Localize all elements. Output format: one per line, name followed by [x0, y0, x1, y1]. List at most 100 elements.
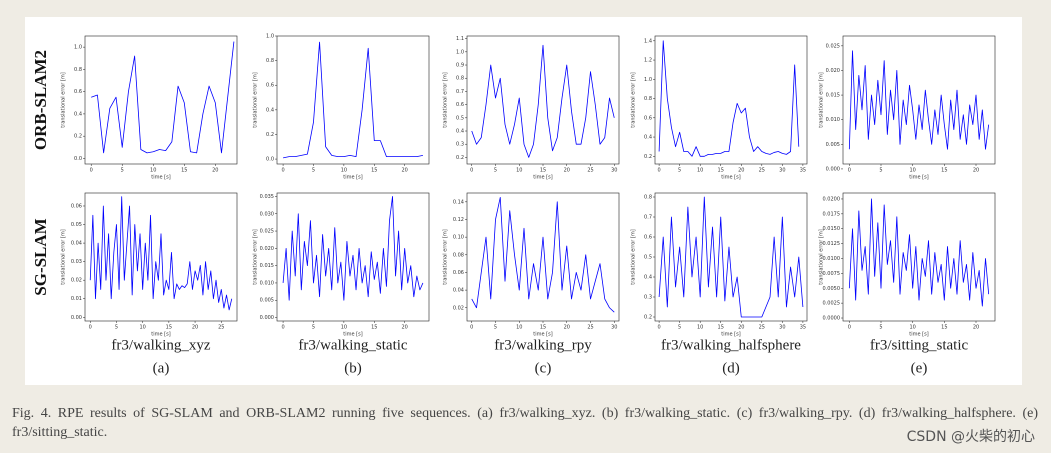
- y-tick-label: 0.000: [260, 315, 274, 321]
- x-tick-label: 0: [281, 325, 284, 331]
- y-tick-label: 0.02: [71, 278, 82, 284]
- x-tick-label: 5: [494, 325, 497, 331]
- y-tick-label: 1.0: [644, 77, 652, 83]
- y-tick-label: 0.6: [644, 235, 652, 241]
- y-tick-label: 0.01: [71, 296, 82, 302]
- x-tick-label: 20: [192, 325, 198, 331]
- y-tick-label: 0.020: [826, 68, 840, 74]
- x-tick-label: 15: [718, 325, 724, 331]
- x-tick-label: 15: [540, 168, 546, 174]
- x-tick-label: 30: [779, 168, 785, 174]
- x-tick-label: 15: [941, 168, 947, 174]
- column-letter: (a): [153, 360, 170, 376]
- y-tick-label: 1.0: [266, 34, 274, 40]
- y-tick-label: 0.14: [453, 199, 464, 205]
- y-tick-label: 0.0025: [823, 301, 841, 307]
- y-tick-label: 0.12: [453, 217, 464, 223]
- x-tick-label: 0: [848, 325, 851, 331]
- x-axis-label: time [s]: [909, 175, 928, 181]
- error-line: [282, 196, 424, 301]
- x-tick-label: 15: [941, 325, 947, 331]
- x-tick-label: 10: [139, 325, 145, 331]
- column-letter: (b): [344, 360, 362, 376]
- x-tick-label: 0: [90, 168, 93, 174]
- error-line: [471, 197, 615, 313]
- y-tick-label: 0.5: [644, 255, 652, 261]
- error-line: [89, 196, 233, 311]
- row-label: ORB-SLAM2: [31, 50, 50, 150]
- plot-frame: [842, 35, 996, 165]
- x-tick-label: 15: [718, 168, 724, 174]
- x-tick-label: 0: [470, 168, 473, 174]
- x-tick-label: 0: [848, 168, 851, 174]
- plot-frame: [276, 35, 430, 165]
- y-tick-label: 0.7: [456, 89, 464, 95]
- x-tick-label: 35: [800, 168, 806, 174]
- x-tick-label: 30: [779, 325, 785, 331]
- x-tick-label: 5: [879, 325, 882, 331]
- y-tick-label: 0.4: [644, 275, 652, 281]
- y-tick-label: 0.015: [826, 93, 840, 99]
- y-tick-label: 0.3: [644, 295, 652, 301]
- column-title: fr3/walking_static: [298, 337, 407, 353]
- x-axis-label: time [s]: [721, 332, 740, 338]
- x-tick-label: 0: [658, 168, 661, 174]
- y-tick-label: 0.6: [644, 115, 652, 121]
- y-axis-label: translational error [m]: [819, 72, 825, 127]
- x-tick-label: 30: [611, 168, 617, 174]
- plot-frame: [84, 35, 238, 165]
- error-line: [658, 196, 804, 318]
- y-tick-label: 0.7: [644, 215, 652, 221]
- y-tick-label: 0.025: [260, 229, 274, 235]
- y-tick-label: 0.020: [260, 246, 274, 252]
- y-tick-label: 0.4: [644, 135, 652, 141]
- x-tick-label: 20: [401, 168, 407, 174]
- x-tick-label: 20: [564, 325, 570, 331]
- error-line: [91, 41, 235, 154]
- x-tick-label: 20: [401, 325, 407, 331]
- x-tick-label: 20: [212, 168, 218, 174]
- figure: ORB-SLAM2 SG-SLAM fr3/walking_xyz (a) fr3/wa…: [25, 17, 1022, 385]
- y-tick-label: 0.10: [453, 235, 464, 241]
- y-tick-label: 0.6: [74, 89, 82, 95]
- x-tick-label: 5: [115, 325, 118, 331]
- x-tick-label: 10: [909, 325, 915, 331]
- x-tick-label: 10: [341, 325, 347, 331]
- x-axis-label: time [s]: [909, 332, 928, 338]
- y-tick-label: 0.0100: [823, 256, 841, 262]
- column-letter: (e): [911, 360, 928, 376]
- plot-frame: [84, 192, 238, 322]
- x-tick-label: 5: [879, 168, 882, 174]
- x-tick-label: 10: [516, 325, 522, 331]
- y-axis-label: translational error [m]: [61, 72, 67, 127]
- y-tick-label: 0.8: [644, 195, 652, 201]
- y-axis-label: translational error [m]: [253, 229, 259, 284]
- x-axis-label: time [s]: [343, 332, 362, 338]
- error-line: [848, 50, 990, 150]
- x-tick-label: 10: [697, 325, 703, 331]
- x-axis-label: time [s]: [721, 175, 740, 181]
- y-tick-label: 0.035: [260, 194, 274, 200]
- error-line: [471, 44, 615, 158]
- y-tick-label: 0.03: [71, 259, 82, 265]
- x-tick-label: 0: [658, 325, 661, 331]
- y-tick-label: 0.9: [456, 63, 464, 69]
- y-tick-label: 0.8: [456, 76, 464, 82]
- x-tick-label: 30: [611, 325, 617, 331]
- y-tick-label: 0.4: [74, 111, 82, 117]
- y-tick-label: 0.8: [266, 58, 274, 64]
- x-axis-label: time [s]: [533, 175, 552, 181]
- y-tick-label: 1.0: [74, 45, 82, 51]
- plot-frame: [276, 192, 430, 322]
- x-axis-label: time [s]: [343, 175, 362, 181]
- y-tick-label: 0.005: [260, 298, 274, 304]
- x-tick-label: 20: [973, 325, 979, 331]
- y-tick-label: 0.2: [456, 155, 464, 161]
- x-tick-label: 15: [166, 325, 172, 331]
- y-tick-label: 1.2: [644, 58, 652, 64]
- watermark: CSDN @火柴的初心: [906, 429, 1035, 445]
- x-tick-label: 5: [312, 168, 315, 174]
- y-tick-label: 0.010: [826, 117, 840, 123]
- x-tick-label: 5: [494, 168, 497, 174]
